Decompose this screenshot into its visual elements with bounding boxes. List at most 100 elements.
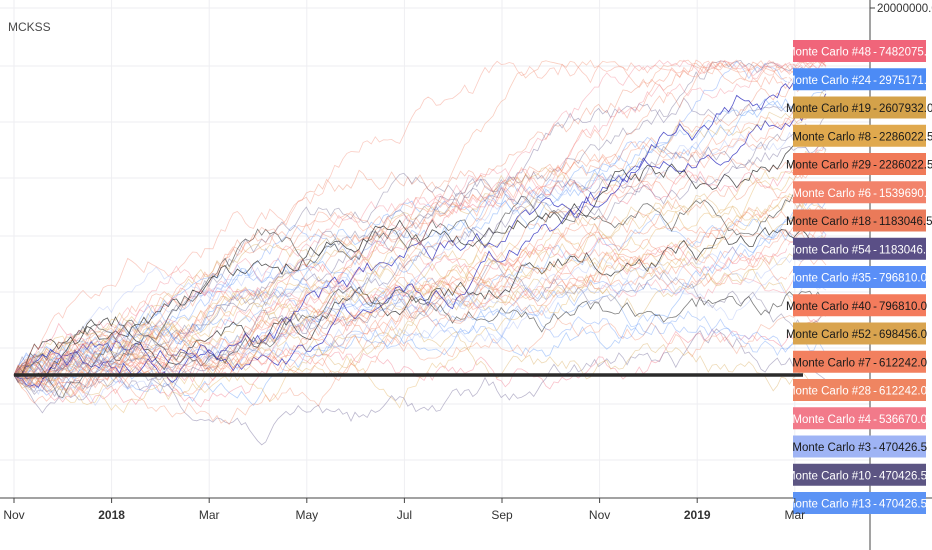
simulation-path [13,264,827,381]
series-label-bg [793,96,926,119]
series-label: Monte Carlo #13-470426.5 [786,492,927,514]
simulation-path [13,293,827,386]
simulation-path [13,257,827,378]
series-label-bg [793,153,926,175]
series-value: 2607932.0 [879,103,932,115]
simulation-path [13,97,827,387]
simulation-path [13,74,827,376]
simulation-path [13,131,827,376]
x-tick-label: May [295,508,318,522]
series-label-bg [793,435,926,458]
simulation-path [13,265,827,376]
series-label: Monte Carlo #4-536670.0 [792,407,927,430]
simulation-path [13,205,827,387]
series-label: Monte Carlo #8-2286022.5 [792,124,932,147]
simulation-path [13,149,827,414]
series-label: Monte Carlo #40-796810.0 [786,294,927,317]
series-label: Monte Carlo #7-612242.0 [792,350,927,373]
simulation-path [13,91,827,381]
simulation-paths [13,59,827,446]
series-separator: - [873,357,877,369]
x-tick-label: Mar [784,508,805,522]
series-name: Monte Carlo #3 [792,442,871,454]
simulation-path [13,306,827,426]
simulation-path [13,318,827,408]
series-name: Monte Carlo #35 [786,273,871,285]
series-value: 698456.0 [879,329,927,341]
series-label-bg [793,237,926,260]
y-axis: 20000000.0 [870,3,932,15]
series-value: 2286022.5 [879,131,932,143]
simulation-path [13,224,827,384]
simulation-path [13,158,827,383]
series-label-bg [793,40,926,62]
simulation-path [13,196,827,407]
series-value: 2975171.5 [879,75,932,87]
series-name: Monte Carlo #19 [786,103,871,115]
series-separator: - [873,75,877,87]
series-separator: - [873,131,877,143]
series-label: Monte Carlo #3-470426.5 [792,435,927,458]
simulation-path [13,259,827,396]
series-separator: - [873,103,877,115]
series-name: Monte Carlo #24 [786,75,872,87]
simulation-path [13,248,827,388]
simulation-path [13,234,827,384]
simulation-path [13,187,827,396]
series-name: Monte Carlo #13 [786,499,871,511]
series-separator: - [873,499,877,511]
symbol-label: MCKSS [8,20,51,34]
series-name: Monte Carlo #54 [786,244,872,256]
series-separator: - [873,216,877,228]
series-label: Monte Carlo #18-1183046.5 [786,209,932,232]
series-name: Monte Carlo #7 [792,357,871,369]
series-name: Monte Carlo #48 [786,47,871,59]
series-label: Monte Carlo #19-2607932.0 [786,96,932,119]
simulation-path [13,177,827,376]
series-label-bg [793,124,926,147]
series-label-bg [793,463,926,486]
series-value: 470426.5 [879,470,927,482]
simulation-path [13,213,827,376]
series-value: 796810.0 [879,301,927,313]
simulation-path [13,115,827,376]
series-label-bg [793,350,926,373]
series-name: Monte Carlo #8 [792,131,871,143]
series-value: 796810.0 [879,273,927,285]
series-label: Monte Carlo #29-2286022.5 [786,153,932,175]
series-label: Monte Carlo #10-470426.5 [786,463,927,486]
x-tick-label: 2018 [98,508,125,522]
series-separator: - [873,470,877,482]
x-tick-label: Mar [199,508,220,522]
series-value: 470426.5 [879,499,927,511]
series-separator: - [873,244,877,256]
series-separator: - [873,414,877,426]
simulation-path [13,105,827,376]
simulation-path [13,59,827,387]
simulation-path [13,99,827,376]
simulation-path [14,60,827,382]
simulation-path [13,126,827,376]
series-label: Monte Carlo #28-612242.0 [786,379,927,401]
simulation-path [13,59,827,376]
series-value: 1183046.5 [879,244,932,256]
simulation-path [13,231,827,395]
series-separator: - [873,386,877,398]
series-label: Monte Carlo #52-698456.0 [786,322,927,345]
simulation-path [14,72,827,383]
series-value: 1183046.5 [879,216,932,228]
series-name: Monte Carlo #10 [786,470,871,482]
simulation-path [13,128,827,378]
series-name: Monte Carlo #52 [786,329,871,341]
series-label-bg [793,407,926,430]
x-axis: Nov 2018 Mar May Jul Sep Nov 2019 Mar [3,498,805,522]
series-value: 2286022.5 [879,160,932,172]
series-separator: - [873,273,877,285]
series-name: Monte Carlo #28 [786,386,871,398]
simulation-path [13,225,827,407]
series-label-bg [793,266,926,288]
series-label-bg [793,209,926,232]
simulation-path [13,226,827,396]
